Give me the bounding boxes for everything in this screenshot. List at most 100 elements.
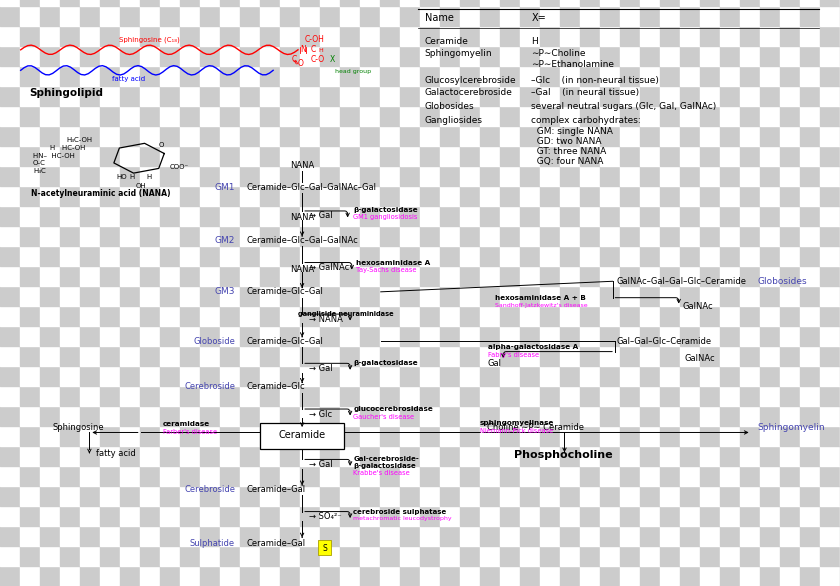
Text: metachromatic leucodystrophy: metachromatic leucodystrophy <box>354 516 452 521</box>
Text: Ceramide–Glc–Gal: Ceramide–Glc–Gal <box>247 287 323 297</box>
Text: H: H <box>318 49 323 53</box>
Text: GalNAc: GalNAc <box>682 302 712 311</box>
Text: N-acetylneuraminic acid (NANA): N-acetylneuraminic acid (NANA) <box>31 189 171 198</box>
Text: Ceramide: Ceramide <box>279 430 326 440</box>
Text: GD: two NANA: GD: two NANA <box>532 137 602 146</box>
Text: hexosaminidase A: hexosaminidase A <box>356 260 430 265</box>
Text: ∼P∼Ethanolamine: ∼P∼Ethanolamine <box>532 60 614 69</box>
Text: Sphingolipid: Sphingolipid <box>29 87 103 98</box>
Text: Ceramide–Glc–Gal: Ceramide–Glc–Gal <box>247 336 323 346</box>
Text: NANA: NANA <box>290 161 314 170</box>
Text: Galactocerebroside: Galactocerebroside <box>424 87 512 97</box>
Text: → Glc: → Glc <box>309 410 332 419</box>
Text: GM2: GM2 <box>215 236 235 245</box>
Text: alpha-galactosidase A: alpha-galactosidase A <box>488 344 579 350</box>
Text: C-OH: C-OH <box>305 35 324 44</box>
Text: HO: HO <box>116 174 127 180</box>
Text: cerebroside sulphatase: cerebroside sulphatase <box>354 509 447 515</box>
Text: Gal: Gal <box>487 359 501 368</box>
Text: fatty acid: fatty acid <box>112 76 144 82</box>
Text: H₃C: H₃C <box>33 168 46 174</box>
Text: GM3: GM3 <box>214 287 235 297</box>
Text: Globosides: Globosides <box>758 277 807 286</box>
Text: Sulphatide: Sulphatide <box>190 539 235 548</box>
Text: GM: single NANA: GM: single NANA <box>532 127 613 136</box>
Text: Farber's disease: Farber's disease <box>163 429 218 435</box>
Text: head group: head group <box>335 69 371 74</box>
Text: X: X <box>329 54 334 64</box>
Text: → SO₄²⁻: → SO₄²⁻ <box>309 512 341 522</box>
Text: Niemann-Pick disease: Niemann-Pick disease <box>480 428 554 434</box>
Text: S: S <box>322 544 327 553</box>
Text: Krabbe's disease: Krabbe's disease <box>354 471 410 476</box>
Text: glucocerebrosidase: glucocerebrosidase <box>354 406 433 412</box>
Text: complex carbohydrates:: complex carbohydrates: <box>532 115 641 125</box>
FancyBboxPatch shape <box>260 423 344 449</box>
Text: Name: Name <box>424 12 454 23</box>
Text: NANA: NANA <box>290 213 314 223</box>
Text: GQ: four NANA: GQ: four NANA <box>532 156 604 166</box>
Text: β-galactosidase: β-galactosidase <box>354 360 418 366</box>
Text: → GalNAc: → GalNAc <box>309 263 349 272</box>
Text: Gal–Gal–Glc–Ceramide: Gal–Gal–Glc–Ceramide <box>617 336 711 346</box>
Text: X=: X= <box>532 12 546 23</box>
Text: Ceramide–Glc–Gal–GalNAc–Gal: Ceramide–Glc–Gal–GalNAc–Gal <box>247 183 376 192</box>
Text: Gal-cerebroside-: Gal-cerebroside- <box>354 456 419 462</box>
Text: ceramidase: ceramidase <box>163 421 210 427</box>
Text: → Gal: → Gal <box>309 459 333 469</box>
Text: O: O <box>298 59 304 68</box>
Text: Ceramide–Glc: Ceramide–Glc <box>247 382 305 391</box>
Text: β-galactosidase: β-galactosidase <box>354 207 418 213</box>
Text: Globoside: Globoside <box>193 336 235 346</box>
Text: Ceramide: Ceramide <box>424 36 469 46</box>
Text: –Glc    (in non-neural tissue): –Glc (in non-neural tissue) <box>532 76 659 86</box>
Text: O: O <box>159 142 164 148</box>
Text: Globosides: Globosides <box>424 102 475 111</box>
Text: ∼P∼Choline: ∼P∼Choline <box>532 49 585 59</box>
Text: GT: three NANA: GT: three NANA <box>532 146 606 156</box>
Text: gangliside neuraminidase: gangliside neuraminidase <box>298 311 394 317</box>
Text: COO⁻: COO⁻ <box>170 164 189 170</box>
Text: H: H <box>146 174 151 180</box>
Text: → Gal: → Gal <box>309 211 333 220</box>
Text: Cerebroside: Cerebroside <box>184 485 235 494</box>
Text: sphingomyelinase: sphingomyelinase <box>480 420 554 426</box>
Text: Sandhoff-Jatzkewitz's disease: Sandhoff-Jatzkewitz's disease <box>495 303 588 308</box>
Text: Glucosylcerebroside: Glucosylcerebroside <box>424 76 517 86</box>
Text: Sphingomyelin: Sphingomyelin <box>424 49 492 59</box>
Text: N: N <box>301 45 307 54</box>
Text: GM1: GM1 <box>214 183 235 192</box>
Text: HN–  HC-OH: HN– HC-OH <box>33 153 75 159</box>
Text: Sphingomyelin: Sphingomyelin <box>758 423 825 432</box>
Text: Phosphocholine: Phosphocholine <box>513 450 612 461</box>
Text: Gaucher's disease: Gaucher's disease <box>354 414 415 420</box>
Text: C: C <box>311 45 316 54</box>
Text: –Gal    (in neural tissue): –Gal (in neural tissue) <box>532 87 639 97</box>
Text: H: H <box>532 36 538 46</box>
Text: H   HC-OH: H HC-OH <box>50 145 85 151</box>
Text: fatty acid: fatty acid <box>96 449 136 458</box>
Text: Ceramide–Gal: Ceramide–Gal <box>247 539 306 548</box>
Text: Tay-Sachs disease: Tay-Sachs disease <box>356 267 417 273</box>
Text: Sphingosine (C₁₈): Sphingosine (C₁₈) <box>118 36 180 43</box>
FancyBboxPatch shape <box>318 540 331 555</box>
Text: GalNAc: GalNAc <box>684 354 715 363</box>
Text: Cerebroside: Cerebroside <box>184 382 235 391</box>
Text: β-galactosidase: β-galactosidase <box>354 464 416 469</box>
Text: Choline ∼P∼ Ceramide: Choline ∼P∼ Ceramide <box>486 423 584 432</box>
Text: H: H <box>130 174 135 180</box>
Text: C-O: C-O <box>311 54 324 64</box>
Text: hexosaminidase A + B: hexosaminidase A + B <box>495 295 585 301</box>
Text: Sphingosine: Sphingosine <box>53 423 104 432</box>
Text: OH: OH <box>135 183 146 189</box>
Text: GM1 gangliosidosis: GM1 gangliosidosis <box>354 214 417 220</box>
Text: H₃C-OH: H₃C-OH <box>66 137 92 143</box>
Text: Ceramide–Glc–Gal–GalNAc: Ceramide–Glc–Gal–GalNAc <box>247 236 359 245</box>
Text: Ceramide–Gal: Ceramide–Gal <box>247 485 306 494</box>
Text: C: C <box>291 54 297 64</box>
Text: Fabry's disease: Fabry's disease <box>488 352 539 357</box>
Text: → NANA: → NANA <box>309 315 343 324</box>
Text: GalNAc–Gal–Gal–Glc–Ceramide: GalNAc–Gal–Gal–Glc–Ceramide <box>617 277 747 286</box>
Text: → Gal: → Gal <box>309 364 333 373</box>
Text: several neutral sugars (Glc, Gal, GalNAc): several neutral sugars (Glc, Gal, GalNAc… <box>532 102 717 111</box>
